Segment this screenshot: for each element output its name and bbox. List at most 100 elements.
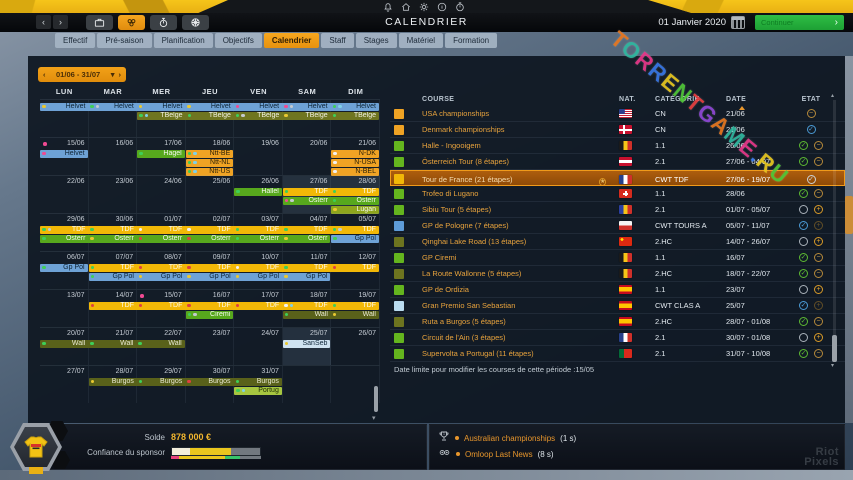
day-cell[interactable] [331, 290, 381, 327]
bell-icon[interactable] [383, 2, 393, 12]
race-bar-cell[interactable]: Gp Pol [185, 273, 233, 281]
race-bar-cell[interactable]: Gp Pol [331, 235, 379, 243]
race-bar-cell[interactable]: Wall [88, 340, 136, 348]
race-bar-cell[interactable]: Portug [234, 387, 282, 395]
day-cell[interactable] [331, 366, 381, 403]
race-bar[interactable]: Ntt-NL [185, 158, 234, 167]
circle-icon[interactable] [799, 205, 808, 214]
race-name[interactable]: Qinghai Lake Road (13 étapes) [422, 237, 527, 246]
race-bar-cell[interactable]: Gp Pol [282, 273, 330, 281]
plus-faded-icon[interactable]: + [814, 221, 823, 230]
race-bar-cell[interactable]: Wall [283, 311, 331, 319]
table-scroll-down-icon[interactable]: ▾ [831, 363, 835, 369]
race-bar-cell[interactable]: Burgos [185, 378, 233, 386]
race-bar[interactable]: Portug [234, 386, 282, 395]
check-green-icon[interactable]: ✓ [799, 253, 808, 262]
briefcase-icon[interactable] [86, 15, 113, 30]
day-cell[interactable] [137, 138, 186, 175]
nav-back-button[interactable]: ‹ [36, 15, 51, 29]
check-blue-icon[interactable]: ✓ [806, 125, 816, 134]
race-bar-cell[interactable]: TBelge [282, 112, 330, 120]
race-bar[interactable]: Gp Pol [331, 234, 379, 243]
race-bar-cell[interactable]: TDF [137, 264, 185, 272]
tab-effectif[interactable]: Effectif [55, 33, 96, 48]
race-bar-cell[interactable]: TDF [282, 264, 330, 272]
day-cell[interactable] [40, 100, 89, 137]
race-bar-cell[interactable]: Österr [283, 197, 331, 205]
race-bar-cell[interactable]: TDF [282, 302, 330, 310]
race-row[interactable]: Qinghai Lake Road (13 étapes) 2.HC 14/07 -… [390, 234, 845, 250]
check-green-icon[interactable]: ✓ [799, 349, 808, 358]
race-bar-cell[interactable]: TDF [283, 188, 331, 196]
day-cell[interactable] [331, 214, 381, 251]
day-cell[interactable] [283, 366, 332, 403]
race-name[interactable]: La Route Wallonne (5 étapes) [422, 269, 522, 278]
day-cell[interactable] [89, 176, 138, 213]
day-cell[interactable] [40, 290, 89, 327]
race-bar[interactable]: Lugan [331, 205, 379, 214]
header-date[interactable]: DATE [715, 96, 787, 110]
minus-icon[interactable]: − [814, 253, 823, 262]
team-icon[interactable] [118, 15, 145, 30]
race-bar-cell[interactable]: Gp Pol [234, 273, 282, 281]
race-name[interactable]: USA championships [422, 109, 490, 118]
race-name[interactable]: Halle - Ingooigem [422, 141, 481, 150]
race-bar-cell[interactable]: Helvet [137, 103, 185, 111]
race-row[interactable]: Gran Premio San Sebastian CWT CLAS A 25/07… [390, 298, 845, 314]
race-bar-cell[interactable]: TBelge [186, 112, 234, 120]
notification-label[interactable]: Omloop Last News [465, 449, 533, 459]
race-name[interactable]: Gran Premio San Sebastian [422, 301, 516, 310]
race-bar[interactable]: Hallel [234, 187, 282, 196]
race-name[interactable]: Österreich Tour (8 étapes) [422, 157, 509, 166]
race-bar-cell[interactable]: TDF [234, 226, 282, 234]
race-bar-cell[interactable]: TDF [88, 226, 136, 234]
minus-icon[interactable]: − [814, 349, 823, 358]
race-bar-cell[interactable]: TBelge [234, 112, 282, 120]
race-bar-cell[interactable]: Helvet [88, 103, 136, 111]
race-bar[interactable]: Burgos Burgos Burgos Burgos [88, 377, 282, 386]
race-bar-cell[interactable]: TDF [137, 226, 185, 234]
race-bar[interactable]: Österr Österr [282, 196, 379, 205]
race-row[interactable]: GP de Ordizia 1.1 23/07 + [390, 282, 845, 298]
day-cell[interactable] [331, 100, 381, 137]
race-row[interactable]: Tour de France (21 étapes) ★ CWT TDF 27/06 … [390, 170, 845, 186]
race-bar-cell[interactable]: Helvet [40, 103, 88, 111]
team-logo[interactable] [6, 421, 70, 474]
race-bar[interactable]: N-DK [331, 149, 379, 158]
range-prev-icon[interactable]: ‹ [43, 70, 46, 79]
race-bar-cell[interactable]: Wall [40, 340, 88, 348]
race-bar-cell[interactable]: Helvet [40, 150, 88, 158]
race-bar-cell[interactable]: TDF [137, 302, 185, 310]
race-bar-cell[interactable]: SanSeb [283, 340, 331, 348]
race-bar[interactable]: N-BEL [331, 167, 379, 176]
race-bar[interactable]: Wall Wall [282, 310, 379, 319]
race-bar-cell[interactable]: TDF [234, 302, 282, 310]
race-bar[interactable]: Helvet [40, 149, 88, 158]
race-bar[interactable]: TBelge TBelge TBelge TBelge TBelge [137, 111, 379, 120]
history-icon[interactable] [455, 1, 465, 12]
race-bar-cell[interactable]: TDF [331, 188, 379, 196]
race-bar-cell[interactable]: Burgos [137, 378, 185, 386]
header-nat[interactable]: NAT. [619, 95, 636, 103]
minus-icon[interactable]: − [814, 189, 823, 198]
check-green-icon[interactable]: ✓ [799, 141, 808, 150]
race-bar-cell[interactable]: TDF [185, 226, 233, 234]
race-bar[interactable]: Gp Pol [40, 263, 88, 272]
race-row[interactable]: Circuit de l'Ain (3 étapes) 2.1 30/07 - 01… [390, 330, 845, 346]
notification-item[interactable]: 1 Australian championships (1 s) [438, 430, 576, 446]
race-bar[interactable]: TDF TDF [282, 187, 379, 196]
race-name[interactable]: GP Ciremi [422, 253, 457, 262]
table-scrollbar-track[interactable] [833, 100, 836, 362]
race-bar-cell[interactable]: Österr [88, 235, 136, 243]
day-cell[interactable] [331, 138, 381, 175]
race-bar-cell[interactable]: TDF [331, 264, 379, 272]
check-gray-icon[interactable]: ✓ [806, 174, 816, 184]
race-bar[interactable]: Ciremi [185, 310, 234, 319]
race-bar-cell[interactable]: Helvet [185, 103, 233, 111]
race-name[interactable]: Tour de France (21 étapes) [422, 174, 513, 184]
header-categorie[interactable]: CATÉGORIE [655, 95, 700, 103]
header-course[interactable]: COURSE [422, 95, 455, 103]
race-bar-cell[interactable]: Helvet [234, 103, 282, 111]
race-row[interactable]: La Route Wallonne (5 étapes) 2.HC 18/07 - … [390, 266, 845, 282]
minus-icon[interactable]: − [814, 269, 823, 278]
